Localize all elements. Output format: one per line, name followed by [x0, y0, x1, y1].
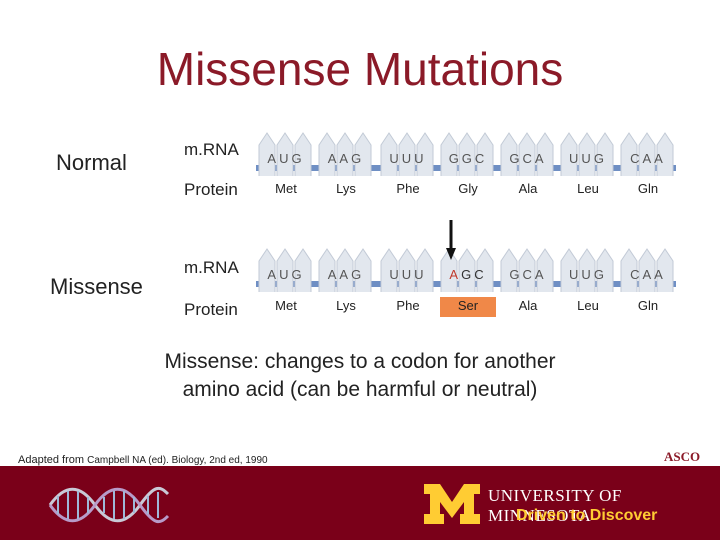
codon: UUG [560, 131, 616, 177]
amino-acid: Phe [396, 298, 420, 313]
codon-bases: AAG [327, 267, 365, 282]
amino-acid: Met [275, 298, 297, 313]
codon-bases: GGC [448, 151, 488, 166]
codon: UUG [560, 247, 616, 293]
amino-acid: Met [275, 181, 297, 196]
missense-protein-label: Protein [184, 300, 238, 319]
codon: GCA [500, 247, 556, 293]
codon: CAA [620, 247, 676, 293]
footer-bar [0, 466, 720, 540]
asco-logo: ASCO [664, 449, 701, 464]
codon: AGC [440, 247, 496, 293]
normal-label: Normal [56, 150, 127, 175]
codon: AAG [318, 131, 374, 177]
codon: AAG [318, 247, 374, 293]
credit-text: Adapted from Campbell NA (ed). Biology, … [18, 454, 268, 466]
normal-protein-label: Protein [184, 180, 238, 199]
description: Missense: changes to a codon for another… [0, 348, 720, 404]
amino-acid: Lys [336, 298, 356, 313]
credit-source: Campbell NA (ed). Biology, 2nd ed, 1990 [87, 455, 268, 466]
university-tagline: Driven to Discover [516, 507, 658, 524]
codon-bases: AUG [267, 267, 305, 282]
amino-acid: Ala [518, 181, 538, 196]
amino-acid: Leu [577, 298, 599, 313]
university-name: UNIVERSITY OF MINNESOTA [488, 486, 622, 525]
amino-acid: Gln [637, 298, 659, 313]
credit-prefix: Adapted from [18, 454, 85, 466]
amino-acid: Ala [518, 298, 538, 313]
description-line-2: amino acid (can be harmful or neutral) [182, 378, 538, 401]
codon: UUU [380, 131, 436, 177]
codon-bases: CAA [630, 151, 666, 166]
codon: AUG [258, 131, 314, 177]
missense-label: Missense [50, 274, 143, 299]
codon-bases: UUU [389, 267, 427, 282]
codon: UUU [380, 247, 436, 293]
codon-bases: AUG [267, 151, 305, 166]
codon-bases: GCA [509, 267, 547, 282]
codon-bases: AGC [449, 267, 487, 282]
mutated-amino-acid: Ser [440, 297, 496, 317]
codon-bases: AAG [327, 151, 365, 166]
amino-acid: Phe [396, 181, 420, 196]
codon: CAA [620, 131, 676, 177]
codon-bases: UUU [389, 151, 427, 166]
missense-mrna-label: m.RNA [184, 258, 239, 277]
description-line-1: Missense: changes to a codon for another [164, 350, 556, 373]
amino-acid: Lys [336, 181, 356, 196]
codon-bases: GCA [509, 151, 547, 166]
codon-bases: CAA [630, 267, 666, 282]
slide-title: Missense Mutations [156, 43, 564, 95]
codon-bases: UUG [569, 267, 607, 282]
codon: AUG [258, 247, 314, 293]
mutation-arrow-icon [446, 220, 456, 260]
amino-acid: Leu [577, 181, 599, 196]
amino-acid: Gln [637, 181, 659, 196]
dna-helix-icon [48, 486, 170, 524]
amino-acid: Gly [458, 181, 478, 196]
codon-bases: UUG [569, 151, 607, 166]
codon: GGC [440, 131, 496, 177]
university-m-logo-icon [424, 484, 480, 524]
codon: GCA [500, 131, 556, 177]
normal-mrna-label: m.RNA [184, 140, 239, 159]
mutated-base: A [449, 267, 462, 282]
